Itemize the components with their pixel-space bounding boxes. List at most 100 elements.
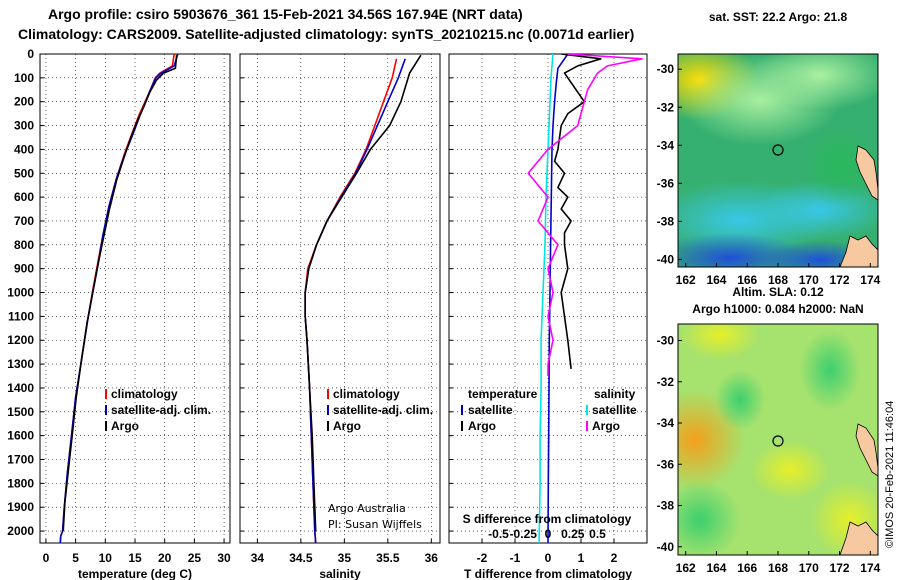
map-lon-label: 162 [676, 561, 696, 575]
salinity-diff-tick-label: 0 [545, 527, 552, 541]
depth-tick-label: 800 [14, 238, 34, 252]
land-new-caledonia [855, 145, 878, 201]
map-lat-label: -32 [657, 100, 675, 114]
x-tick-label: 36 [425, 551, 439, 565]
series-line-climatology [59, 54, 175, 543]
credit-line-2: PI: Susan Wijffels [328, 518, 422, 531]
map-lon-label: 168 [768, 273, 788, 287]
x-tick-label: 5 [72, 551, 79, 565]
sst-map [678, 54, 878, 267]
salinity-diff-tick-label: -0.25 [510, 527, 538, 541]
x-tick-label: 34.5 [289, 551, 313, 565]
legend-heading-salinity: salinity [594, 387, 636, 401]
difference-series [527, 54, 643, 543]
legend-heading-temperature: temperature [468, 387, 538, 401]
x-tick-label: 35.5 [376, 551, 400, 565]
x-tick-label: 30 [217, 551, 231, 565]
sla-map-ticks: 162 164 166 168 170 172 174 -30 -32 -34 -36 -38 -40 [657, 334, 881, 576]
map-lon-label: 166 [737, 561, 757, 575]
depth-tick-label: 1400 [7, 381, 34, 395]
legend-label-argo: Argo [333, 419, 361, 433]
depth-axis-ticks: 0 100 200 300 400 500 600 700 800 900 1000 1100 1200… [7, 47, 34, 538]
legend-label-satellite: satellite-adj. clim. [333, 403, 433, 417]
x-tick-label: 20 [158, 551, 172, 565]
depth-tick-label: 1700 [7, 453, 34, 467]
difference-grid [449, 53, 647, 543]
temperature-grid [40, 53, 230, 543]
map-lon-label: 172 [830, 561, 850, 575]
legend-label-climatology: climatology [333, 387, 400, 401]
map-lon-label: 170 [799, 273, 819, 287]
sst-light-patch-2 [750, 54, 878, 110]
series-line-temperature-satellite [547, 54, 569, 543]
difference-x-ticks: -2 -1 0 1 2 [477, 551, 618, 565]
sst-map-title: sat. SST: 22.2 Argo: 21.8 [709, 10, 848, 24]
x-tick-label: -2 [477, 551, 488, 565]
depth-tick-label: 0 [27, 47, 34, 61]
map-lon-label: 164 [706, 273, 726, 287]
map-lon-label: 168 [768, 561, 788, 575]
depth-tick-label: 300 [14, 119, 34, 133]
difference-x-label: T difference from climatology [464, 567, 632, 580]
salinity-series [304, 54, 422, 543]
difference-s-title: S difference from climatology [463, 512, 632, 526]
sla-yellow-patch-2 [750, 440, 830, 500]
salinity-diff-tick-label: 0.25 [561, 527, 585, 541]
series-line-salinity-satellite [538, 54, 554, 543]
map-lon-label: 166 [737, 273, 757, 287]
sla-yellow-patch [680, 324, 760, 360]
depth-tick-label: 1000 [7, 286, 34, 300]
series-line-satellite-adj-clim- [304, 58, 406, 543]
land-norfolk-area [839, 235, 878, 267]
series-line-temperature-argo [553, 54, 602, 369]
salinity-diff-tick-label: -0.5 [488, 527, 509, 541]
map-lat-label: -34 [657, 416, 675, 430]
legend-label-s-satellite: satellite [592, 403, 637, 417]
legend-label-satellite: satellite-adj. clim. [111, 403, 211, 417]
series-line-argo [304, 54, 422, 532]
salinity-panel-frame [239, 53, 441, 544]
imos-stamp: ©IMOS 20-Feb-2021 11:46:04 [884, 401, 896, 548]
sla-low-patch [800, 330, 860, 410]
depth-tick-label: 1800 [7, 476, 34, 490]
sst-map-ticks: 162 164 166 168 170 172 174 -30 -32 -34 -36 -38 -40 [657, 62, 881, 287]
depth-tick-label: 100 [14, 71, 34, 85]
depth-tick-label: 1300 [7, 357, 34, 371]
map-lon-label: 170 [799, 561, 819, 575]
x-tick-label: 0 [43, 551, 50, 565]
land-new-caledonia [855, 423, 878, 477]
map-lat-label: -38 [657, 499, 675, 513]
depth-tick-label: 2000 [7, 524, 34, 538]
depth-tick-label: 1200 [7, 333, 34, 347]
sla-map-subtitle: Argo h1000: 0.084 h2000: NaN [692, 302, 863, 316]
map-lat-label: -32 [657, 375, 675, 389]
map-lon-label: 162 [676, 273, 696, 287]
temperature-series [59, 54, 179, 543]
temperature-legend: climatology satellite-adj. clim. Argo [105, 387, 211, 433]
depth-tick-label: 400 [14, 142, 34, 156]
depth-tick-label: 1500 [7, 405, 34, 419]
depth-tick-label: 500 [14, 166, 34, 180]
sla-map-title: Altim. SLA: 0.12 [732, 285, 824, 299]
argo-float-marker [772, 435, 784, 447]
map-lat-label: -36 [657, 457, 675, 471]
series-line-argo [62, 55, 178, 532]
series-line-salinity-argo [527, 54, 643, 376]
series-line-climatology [304, 58, 398, 543]
map-lon-label: 174 [860, 273, 880, 287]
credit-line-1: Argo Australia [328, 502, 406, 515]
land-norfolk-area [839, 521, 878, 555]
argo-float-marker [772, 144, 784, 156]
salinity-diff-tick-label: 0.5 [589, 527, 606, 541]
salinity-legend: climatology satellite-adj. clim. Argo Ar… [327, 387, 433, 531]
x-tick-label: 10 [99, 551, 113, 565]
map-lat-label: -36 [657, 176, 675, 190]
depth-tick-label: 1100 [8, 309, 34, 323]
depth-tick-label: 600 [14, 190, 34, 204]
map-lat-label: -38 [657, 214, 675, 228]
difference-legend: temperature satellite Argo salinity sate… [461, 387, 637, 433]
series-line-satellite-adj-clim- [59, 54, 179, 543]
x-tick-label: 2 [611, 551, 618, 565]
legend-label-t-argo: Argo [468, 419, 496, 433]
x-tick-label: 15 [128, 551, 142, 565]
